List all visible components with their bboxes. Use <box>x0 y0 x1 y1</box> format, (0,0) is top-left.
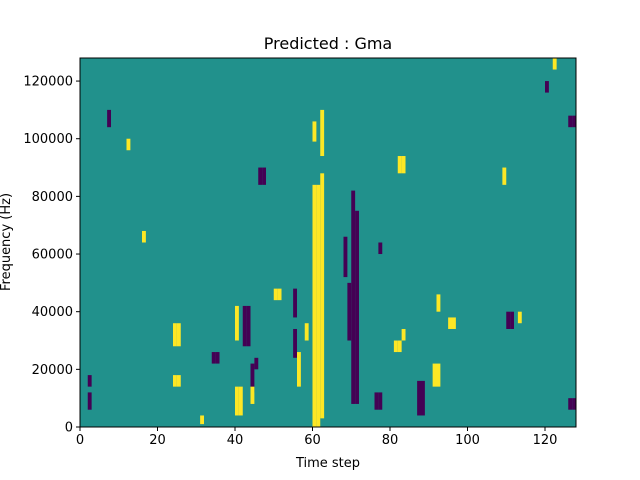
x-axis-ticks: 0 20 40 60 80 100 120 <box>76 427 558 448</box>
heatmap-cell <box>211 352 216 364</box>
heatmap-cell <box>393 340 398 353</box>
heatmap-cell <box>355 210 360 404</box>
x-tick-label: 120 <box>533 433 558 448</box>
x-tick-label: 20 <box>149 433 166 448</box>
heatmap-cell <box>142 230 146 243</box>
x-tick-label: 60 <box>304 433 321 448</box>
heatmap-cell <box>312 184 317 427</box>
heatmap-cell <box>397 156 402 174</box>
y-tick-label: 40000 <box>32 305 73 320</box>
heatmap-cell <box>200 415 205 425</box>
heatmap-cell <box>374 392 379 410</box>
heatmap-cell <box>235 386 239 416</box>
heatmap-cell <box>242 305 247 347</box>
heatmap-cell <box>87 392 92 410</box>
heatmap-cell <box>126 138 131 151</box>
chart-title: Predicted : Gma <box>264 34 392 53</box>
heatmap-cell <box>304 323 309 341</box>
y-tick-label: 0 <box>65 421 73 436</box>
heatmap-cell <box>250 386 255 404</box>
heatmap-cell <box>87 375 92 387</box>
heatmap-cell <box>312 121 317 142</box>
plot-area <box>79 57 577 428</box>
heatmap-cell <box>401 156 406 174</box>
heatmap-cell <box>568 115 573 128</box>
heatmap-cell <box>351 190 356 404</box>
heatmap-cell <box>320 109 325 157</box>
heatmap-cell <box>517 311 522 324</box>
heatmap-cell <box>397 340 402 353</box>
heatmap-cell <box>235 305 239 341</box>
heatmap-cell <box>436 294 441 312</box>
heatmap-cell <box>552 58 557 70</box>
y-axis-title: Frequency (Hz) <box>0 193 14 291</box>
heatmap-cell <box>173 375 177 387</box>
y-tick-label: 60000 <box>32 248 73 263</box>
heatmap-cell <box>262 167 267 185</box>
heatmap-cell <box>107 109 112 128</box>
y-tick-label: 100000 <box>23 132 73 147</box>
heatmap-cell <box>293 328 298 358</box>
heatmap-cell <box>502 167 507 185</box>
heatmap-cell <box>293 288 298 318</box>
heatmap-cell <box>401 328 406 341</box>
heatmap-cell <box>421 380 425 416</box>
heatmap-cell <box>545 81 549 93</box>
heatmap-cell <box>432 363 437 387</box>
heatmap-cell <box>506 311 511 329</box>
heatmap-cell <box>378 392 383 410</box>
heatmap-cell <box>250 363 255 393</box>
heatmap-cell <box>568 398 573 410</box>
heatmap-cell <box>254 357 259 370</box>
heatmap-cell <box>176 375 181 387</box>
y-tick-label: 20000 <box>32 363 73 378</box>
heatmap-cells <box>87 58 577 427</box>
heatmap-cell <box>316 184 321 427</box>
x-tick-label: 80 <box>382 433 399 448</box>
x-tick-label: 0 <box>76 433 84 448</box>
y-axis-ticks: 0 20000 40000 60000 80000 100000 120000 <box>23 75 80 436</box>
heatmap-cell <box>510 311 515 329</box>
heatmap-cell <box>277 288 282 301</box>
x-axis-title: Time step <box>295 456 360 471</box>
heatmap-cell <box>238 386 243 416</box>
plot-frame <box>79 57 577 428</box>
heatmap-cell <box>343 236 348 278</box>
heatmap-cell <box>320 173 325 419</box>
heatmap-cell <box>215 352 220 364</box>
heatmap-cell <box>378 242 383 255</box>
heatmap-cell <box>297 352 301 387</box>
heatmap-cell <box>436 363 441 387</box>
x-tick-label: 40 <box>227 433 244 448</box>
y-tick-label: 120000 <box>23 75 73 90</box>
heatmap-cell <box>246 305 251 347</box>
heatmap-cell <box>572 398 577 410</box>
heatmap-cell <box>347 282 352 341</box>
heatmap-cell <box>448 317 453 329</box>
heatmap-cell <box>258 167 263 185</box>
heatmap-cell <box>417 380 422 416</box>
x-tick-label: 100 <box>455 433 480 448</box>
heatmap-cell <box>452 317 456 329</box>
heatmap-cell <box>273 288 278 301</box>
heatmap-cell <box>173 323 177 347</box>
heatmap-cell <box>572 115 577 128</box>
heatmap-cell <box>176 323 181 347</box>
y-tick-label: 80000 <box>32 190 73 205</box>
plot-background <box>80 58 576 427</box>
